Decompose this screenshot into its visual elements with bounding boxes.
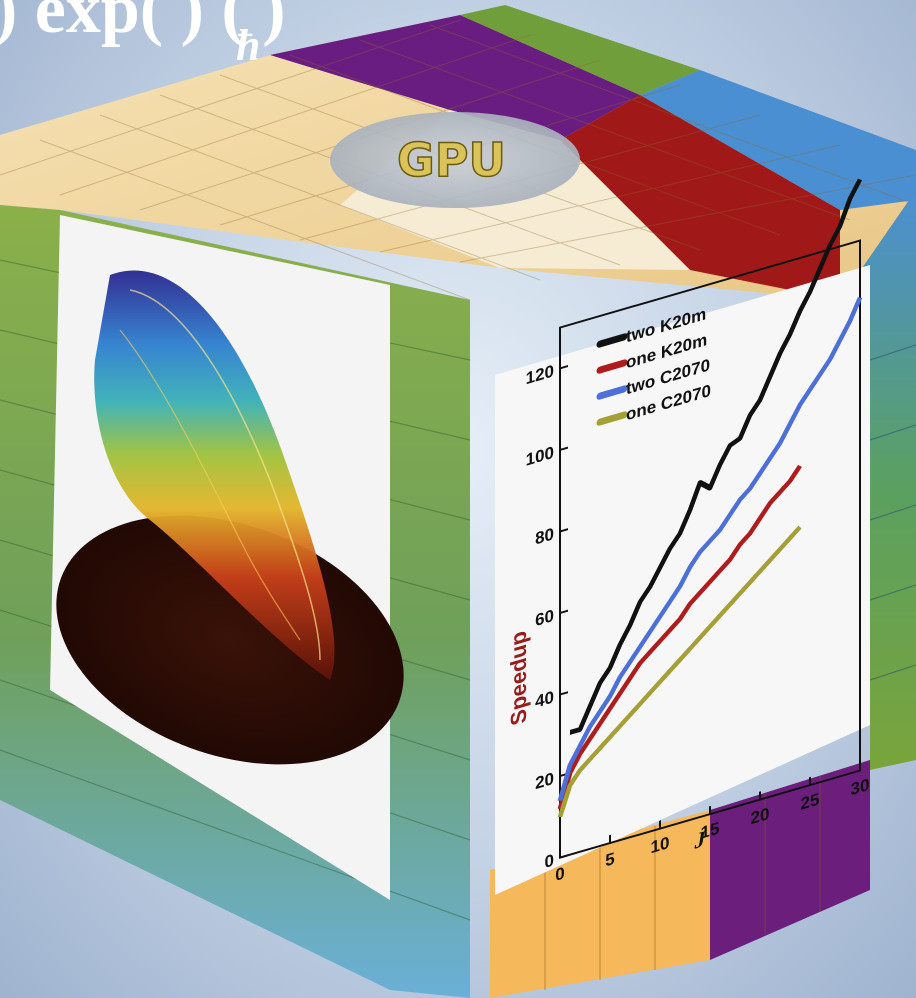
y-tick-label: 60 [535,605,554,630]
x-axis-title: J [694,826,707,854]
x-tick-label: 30 [851,774,870,799]
y-tick-label: 20 [535,768,554,793]
x-tick-label: 25 [801,789,820,814]
equation-fragment: ) exp( ) ( ) ħ [0,0,286,70]
series-line-0 [570,178,863,735]
cube-right-face [840,190,916,770]
x-tick-label: 10 [651,832,670,857]
legend-swatch-0 [596,333,628,348]
x-tick-label: 20 [751,803,770,828]
gpu-oval [330,112,580,208]
y-tick-label: 40 [535,687,554,712]
y-tick-label: 0 [545,850,554,872]
y-axis-title: Speedup [506,628,530,728]
cube-top-face: GPU [0,5,916,301]
y-tick-label: 80 [535,524,554,549]
series-line-2 [557,297,863,801]
equation-text: ) exp( ) ( ) [0,0,286,48]
series-line-1 [557,464,802,809]
x-tick-label: 5 [605,848,615,870]
y-tick [560,365,568,370]
series-line-3 [557,525,802,817]
x-tick-label: 0 [555,863,564,885]
y-tick [560,691,568,696]
y-tick [560,854,568,859]
y-tick [560,528,568,533]
y-tick [560,609,568,614]
legend-swatch-2 [596,385,628,400]
surface-plot-panel [50,215,404,900]
x-tick-label: 15 [701,818,720,843]
y-tick [560,446,568,451]
legend-swatch-1 [596,359,628,374]
legend-swatch-3 [596,411,628,426]
surface-cone [94,270,335,680]
gpu-label: GPU [397,133,506,187]
